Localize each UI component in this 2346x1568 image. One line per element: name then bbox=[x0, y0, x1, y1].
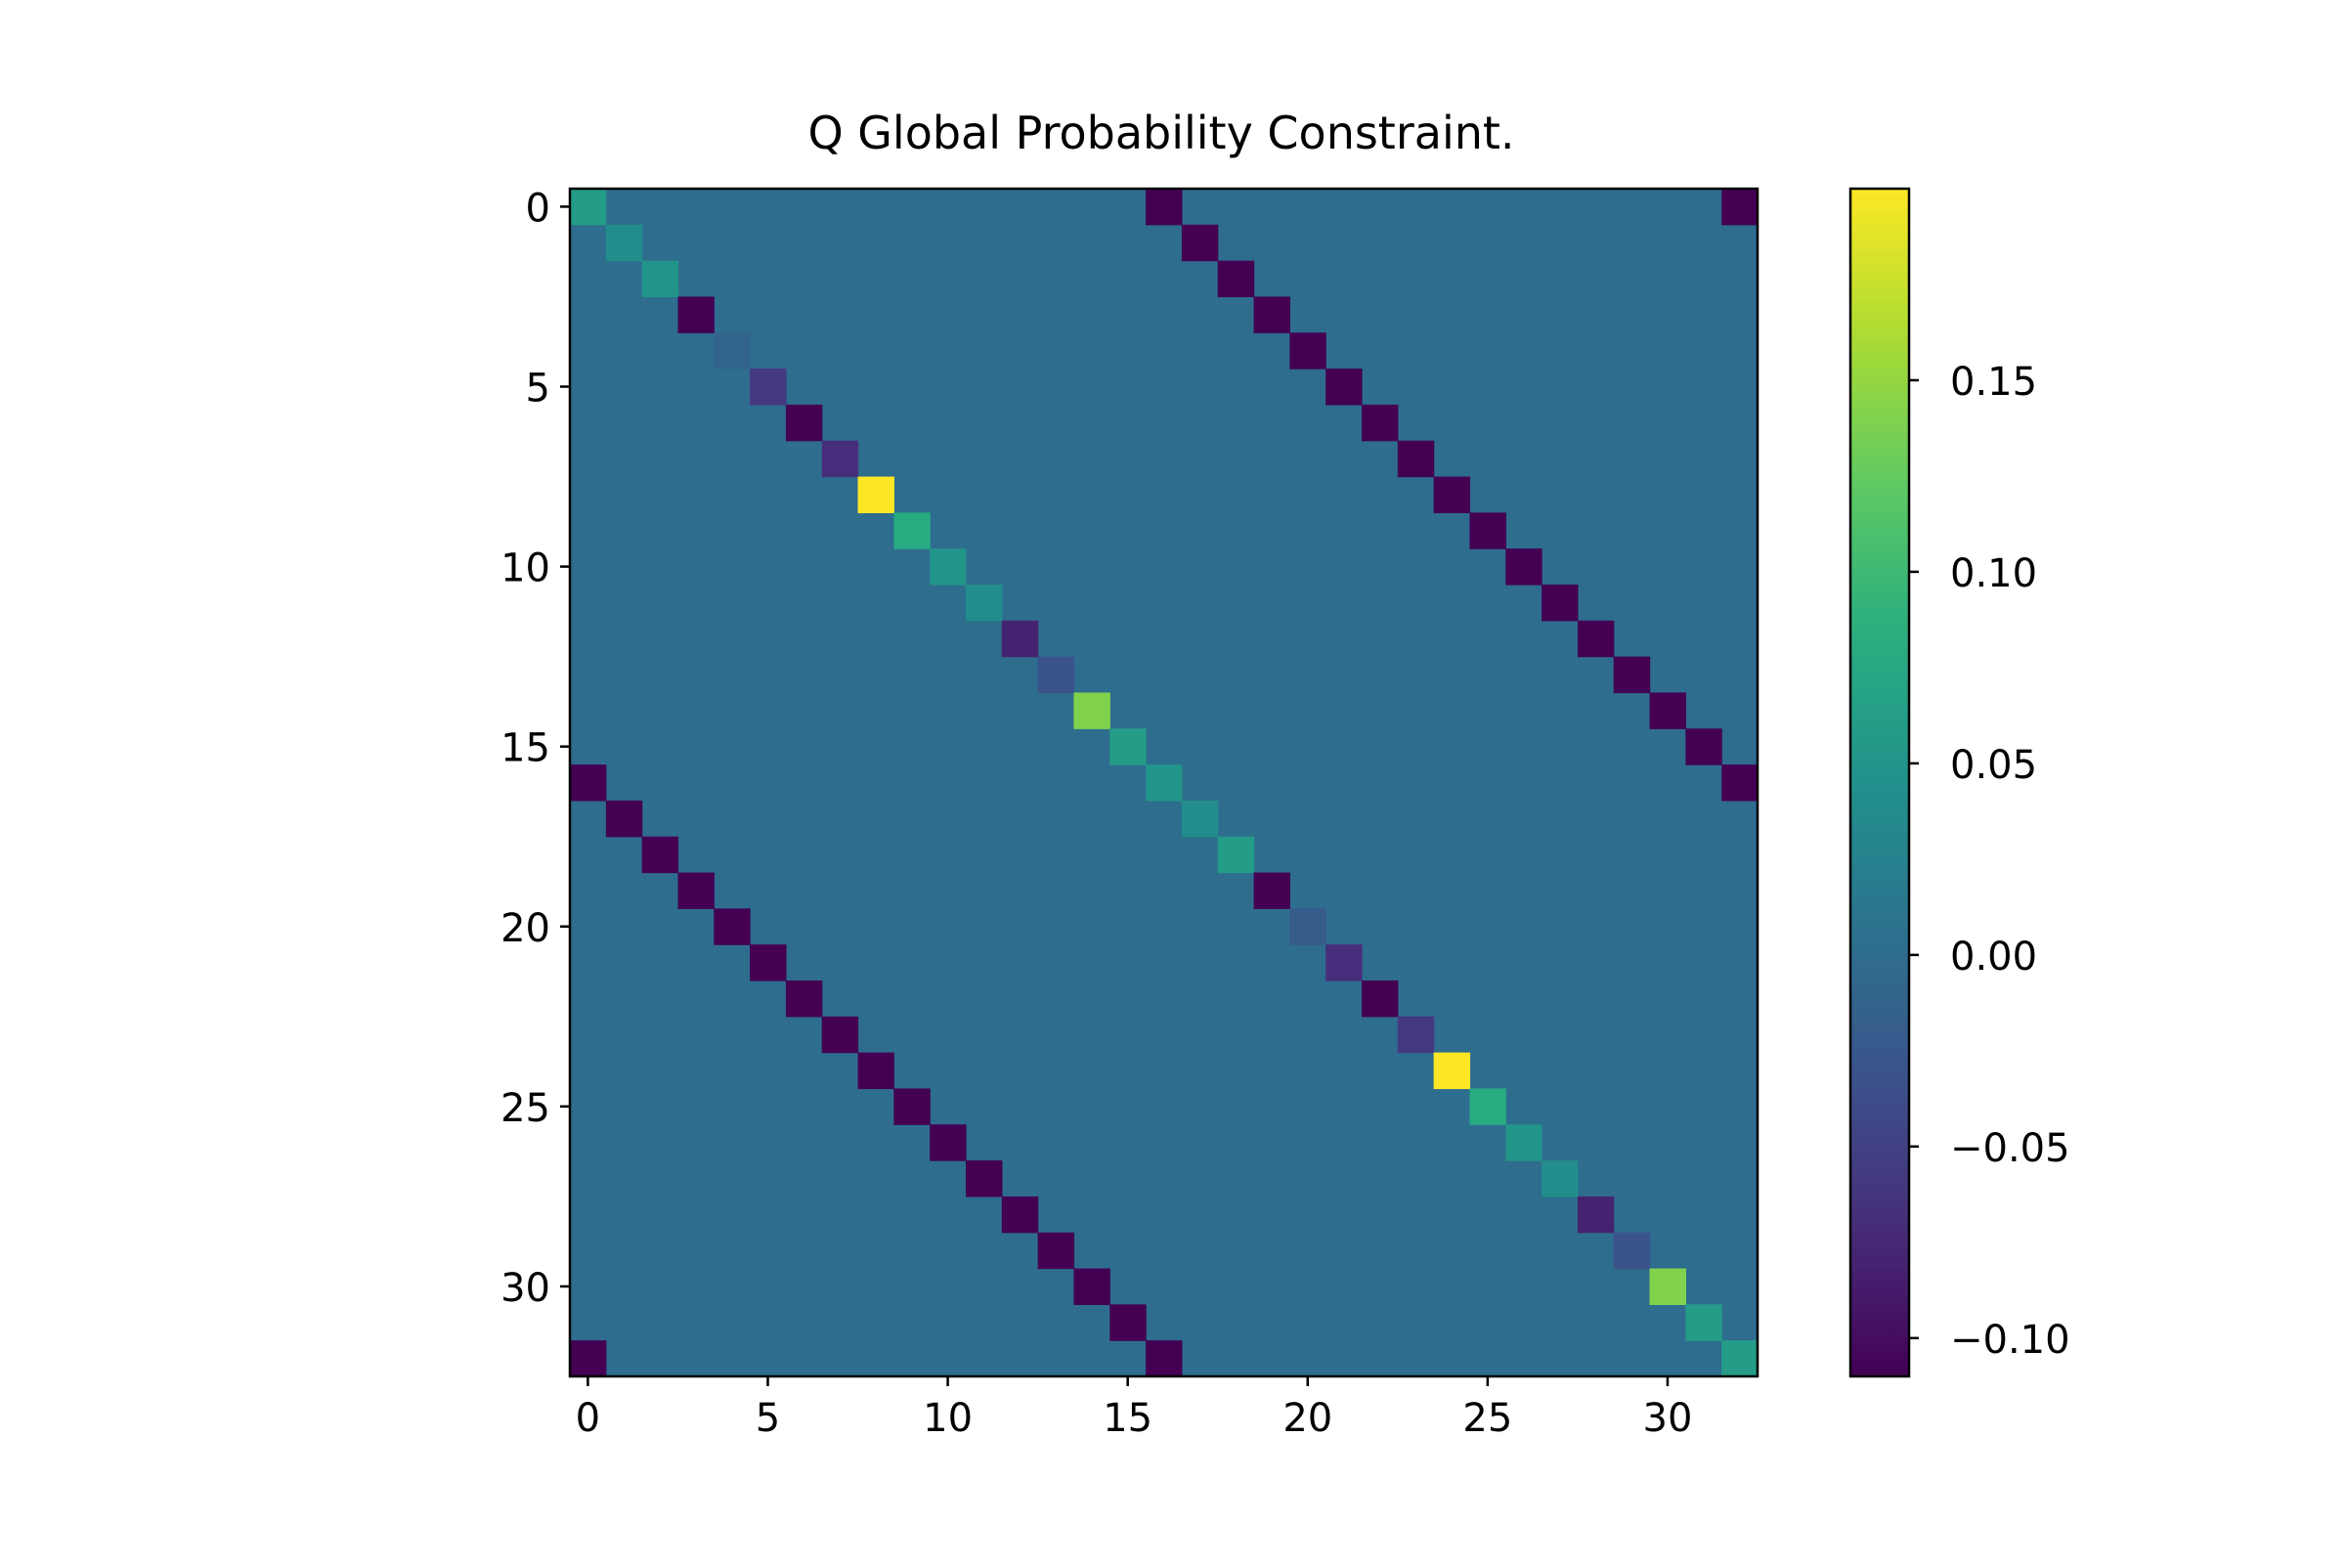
heatmap-cell bbox=[1253, 296, 1290, 333]
heatmap-cell bbox=[1542, 585, 1579, 622]
heatmap-cell bbox=[1181, 800, 1219, 838]
colorbar-tick-label: −0.10 bbox=[1950, 1318, 2070, 1363]
heatmap-cell bbox=[821, 440, 859, 478]
heatmap-cell bbox=[1073, 1268, 1110, 1305]
y-tick-label: 30 bbox=[500, 1266, 550, 1311]
heatmap-cell bbox=[677, 296, 715, 333]
y-tick-label: 5 bbox=[526, 367, 550, 412]
heatmap-cell bbox=[714, 908, 751, 945]
colorbar-tick-label: 0.10 bbox=[1950, 551, 2037, 596]
heatmap-cell bbox=[1325, 369, 1363, 406]
heatmap-cell bbox=[930, 1124, 967, 1161]
heatmap-cell bbox=[1721, 189, 1759, 226]
heatmap-cell bbox=[930, 548, 967, 586]
heatmap-cell bbox=[1649, 1268, 1686, 1305]
heatmap-cell bbox=[1362, 404, 1399, 442]
heatmap-cell bbox=[1146, 189, 1183, 226]
heatmap-cell bbox=[966, 585, 1003, 622]
heatmap-cell bbox=[1109, 728, 1147, 765]
heatmap-cell bbox=[641, 836, 679, 874]
y-tick-label: 0 bbox=[526, 186, 550, 231]
heatmap-cell bbox=[750, 369, 787, 406]
chart-title: Q Global Probability Constraint. bbox=[807, 107, 1514, 159]
heatmap-cell bbox=[857, 1052, 894, 1090]
heatmap-cell bbox=[1649, 692, 1686, 729]
heatmap-cell bbox=[785, 980, 823, 1018]
heatmap-cell bbox=[1469, 512, 1506, 549]
heatmap-cell bbox=[570, 1340, 607, 1377]
x-tick-label: 15 bbox=[1103, 1396, 1152, 1441]
heatmap-cell bbox=[1721, 1340, 1759, 1377]
heatmap-cell bbox=[1217, 260, 1255, 298]
heatmap-cell bbox=[1289, 332, 1326, 370]
heatmap-cell bbox=[1505, 548, 1542, 586]
y-tick-label: 25 bbox=[500, 1086, 550, 1131]
heatmap-cell bbox=[570, 189, 607, 226]
heatmap-cell bbox=[1469, 1088, 1506, 1125]
heatmap-cell bbox=[1397, 440, 1435, 478]
heatmap-cell bbox=[714, 332, 751, 370]
heatmap-cell bbox=[677, 872, 715, 909]
heatmap-cell bbox=[1289, 908, 1326, 945]
heatmap-cell bbox=[1613, 656, 1651, 694]
heatmap-cell bbox=[1577, 1196, 1615, 1234]
colorbar-axis: −0.10 −0.05 0.00 0.05 0.10 0.15 bbox=[1909, 360, 2070, 1363]
x-tick-label: 30 bbox=[1643, 1396, 1693, 1441]
heatmap-cell bbox=[1217, 836, 1255, 874]
y-tick-label: 20 bbox=[500, 906, 550, 951]
colorbar-tick-label: −0.05 bbox=[1950, 1126, 2070, 1171]
y-tick-label: 15 bbox=[500, 726, 550, 771]
heatmap-cell bbox=[570, 764, 607, 802]
heatmap-cell bbox=[1362, 980, 1399, 1018]
heatmap-cell bbox=[1433, 476, 1471, 513]
heatmap-cell bbox=[1542, 1160, 1579, 1198]
colorbar-tick-label: 0.00 bbox=[1950, 935, 2037, 980]
heatmap-cell bbox=[1037, 1232, 1075, 1270]
heatmap-cell bbox=[1505, 1124, 1542, 1161]
heatmap-frame bbox=[568, 187, 1760, 1378]
heatmap-cell bbox=[893, 1088, 931, 1125]
heatmap-cell bbox=[605, 224, 643, 262]
x-tick-label: 0 bbox=[576, 1396, 600, 1441]
colorbar-tick-label: 0.05 bbox=[1950, 743, 2037, 788]
heatmap-cell bbox=[1253, 872, 1290, 909]
y-axis: 0 5 10 15 20 25 30 bbox=[500, 186, 570, 1311]
heatmap-cell bbox=[966, 1160, 1003, 1198]
x-tick-label: 10 bbox=[923, 1396, 973, 1441]
heatmap-cell bbox=[641, 260, 679, 298]
heatmap-cell bbox=[1146, 764, 1183, 802]
heatmap-cell bbox=[1001, 620, 1039, 658]
heatmap-cells bbox=[570, 189, 1759, 1377]
heatmap-cell bbox=[893, 512, 931, 549]
heatmap-cell bbox=[1433, 1052, 1471, 1090]
heatmap-cell bbox=[1109, 1304, 1147, 1341]
x-tick-label: 20 bbox=[1282, 1396, 1332, 1441]
colorbar-tick-label: 0.15 bbox=[1950, 360, 2037, 405]
x-axis: 0 5 10 15 20 25 30 bbox=[576, 1376, 1693, 1441]
heatmap-cell bbox=[605, 800, 643, 838]
heatmap-cell bbox=[1073, 692, 1110, 729]
heatmap-cell bbox=[785, 404, 823, 442]
heatmap-cell bbox=[1037, 656, 1075, 694]
colorbar-fill bbox=[1850, 189, 1909, 1376]
heatmap-cell bbox=[1146, 1340, 1183, 1377]
y-tick-label: 10 bbox=[500, 546, 550, 591]
heatmap-cell bbox=[857, 476, 894, 513]
heatmap-cell bbox=[821, 1016, 859, 1054]
heatmap-cell bbox=[1577, 620, 1615, 658]
heatmap-cell bbox=[1001, 1196, 1039, 1234]
colorbar-frame bbox=[1848, 187, 1911, 1378]
heatmap-cell bbox=[1613, 1232, 1651, 1270]
heatmap-cell bbox=[1685, 1304, 1722, 1341]
heatmap-cell bbox=[750, 944, 787, 981]
heatmap-cell bbox=[1181, 224, 1219, 262]
x-tick-label: 25 bbox=[1462, 1396, 1512, 1441]
heatmap-cell bbox=[1721, 764, 1759, 802]
heatmap-cell bbox=[1325, 944, 1363, 981]
heatmap-cell bbox=[1685, 728, 1722, 765]
heatmap-cell bbox=[1397, 1016, 1435, 1054]
x-tick-label: 5 bbox=[756, 1396, 780, 1441]
